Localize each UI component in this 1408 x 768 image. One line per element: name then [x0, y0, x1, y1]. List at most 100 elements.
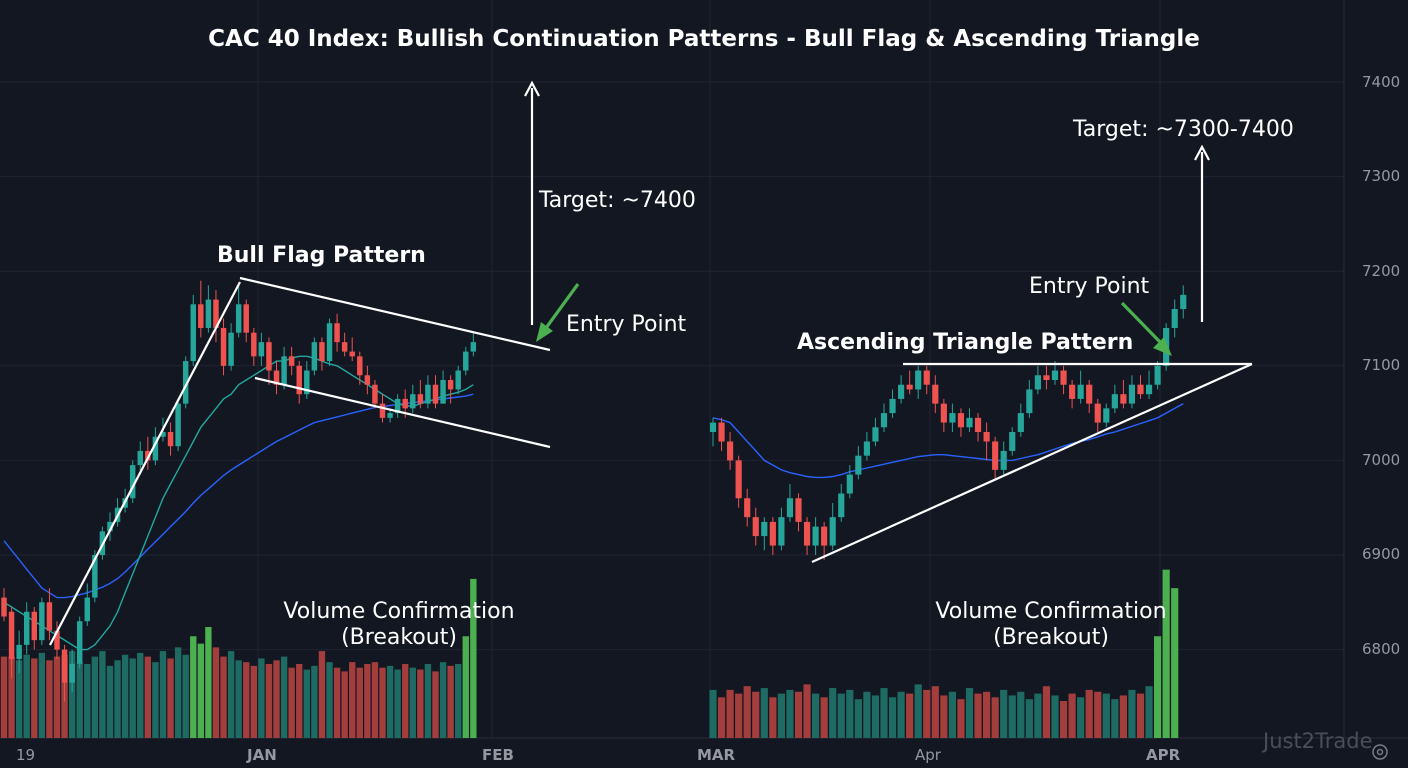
candle: [394, 394, 401, 418]
candle: [440, 370, 446, 404]
candle-body: [379, 403, 386, 418]
candle-body: [949, 413, 956, 423]
volume-bar: [871, 695, 880, 738]
volume-bar: [1000, 689, 1008, 738]
volume-bar: [709, 689, 717, 738]
volume-label-1-line1: Volume Confirmation: [283, 599, 514, 624]
volume-bar: [786, 689, 794, 738]
volume-bar: [863, 691, 871, 738]
candle-body: [432, 384, 439, 404]
volume-bar: [914, 684, 922, 738]
grid-lines: [0, 0, 1344, 738]
bull-flag-label: Bull Flag Pattern: [217, 243, 426, 268]
candle: [417, 379, 424, 409]
y-tick-6800: 6800: [1362, 640, 1400, 658]
candle-body: [1009, 432, 1016, 451]
volume-bar: [167, 658, 174, 738]
candle-body: [1, 597, 7, 617]
candle-body: [778, 517, 785, 546]
candle-body: [235, 304, 242, 333]
candle-body: [84, 597, 90, 622]
candle-body: [906, 384, 913, 390]
entry-arrow-1-shaft: [544, 283, 580, 329]
volume-bar: [991, 697, 999, 738]
volume-label-1-line2: (Breakout): [341, 625, 457, 650]
candle: [1043, 365, 1050, 390]
candle: [107, 512, 113, 541]
candle: [39, 597, 45, 645]
candle-body: [735, 460, 742, 499]
candle-body: [54, 630, 60, 650]
candle-body: [341, 342, 348, 352]
candle-body: [863, 441, 870, 456]
candle: [812, 517, 819, 555]
candle-body: [364, 375, 371, 385]
settings-icon[interactable]: [1372, 744, 1388, 760]
candle: [349, 337, 355, 362]
volume-bar: [84, 664, 91, 738]
candle-body: [889, 398, 896, 414]
volume-bar: [803, 684, 811, 738]
volume-bar: [743, 686, 751, 738]
volume-bar: [717, 697, 726, 738]
candle: [372, 379, 378, 409]
candle-body: [880, 413, 888, 428]
volume-bar: [424, 664, 432, 738]
candle: [1094, 398, 1101, 433]
candle-body: [812, 526, 819, 546]
candle: [432, 375, 439, 409]
volume-bar: [409, 667, 416, 738]
candle: [54, 621, 60, 660]
candle-body: [243, 304, 249, 333]
candle: [795, 493, 802, 532]
volume-bar: [265, 664, 273, 738]
volume-label-2-line1: Volume Confirmation: [935, 599, 1166, 624]
volume-bar: [137, 652, 144, 738]
candle-body: [1026, 389, 1033, 414]
candle: [205, 285, 212, 333]
volume-bar: [880, 688, 888, 738]
candle-body: [387, 413, 393, 418]
candle-body: [296, 365, 302, 395]
candle: [152, 427, 159, 466]
volume-bar: [379, 667, 386, 738]
entry-label-1: Entry Point: [566, 312, 687, 337]
candle-body: [205, 299, 212, 328]
candle-body: [463, 351, 469, 371]
volume-bar: [777, 693, 785, 738]
candle: [1137, 375, 1144, 399]
candle: [167, 422, 174, 456]
candle-body: [786, 498, 794, 518]
candle: [803, 517, 811, 555]
volume-bar: [983, 691, 991, 738]
candle: [778, 507, 785, 551]
volume-bar: [288, 667, 295, 738]
x-tick-feb: FEB: [482, 746, 514, 764]
volume-bars: [0, 569, 1179, 738]
candle-body: [1094, 403, 1101, 423]
ma-fast-line: [712, 402, 1184, 479]
candle: [334, 313, 340, 352]
candle: [829, 502, 836, 551]
candle: [821, 521, 828, 560]
candle: [235, 285, 242, 338]
watermark-logo: Just2Trade: [1261, 729, 1373, 753]
candle: [326, 318, 333, 366]
candle-body: [1128, 384, 1136, 404]
volume-bar: [1034, 693, 1042, 738]
candle-body: [803, 521, 811, 546]
candle-body: [1180, 294, 1187, 310]
candle-body: [1043, 375, 1050, 380]
candle: [84, 583, 90, 626]
candle: [341, 332, 348, 357]
candle: [1017, 403, 1024, 437]
candle: [889, 389, 896, 418]
flag-lower-line: [254, 376, 551, 449]
candle-body: [470, 342, 477, 352]
volume-bar: [68, 651, 76, 738]
candle: [304, 361, 310, 399]
volume-bar: [349, 662, 356, 738]
volume-bar: [303, 669, 310, 738]
volume-bar: [1128, 689, 1136, 738]
target-label-2: Target: ~7300-7400: [1072, 117, 1294, 142]
